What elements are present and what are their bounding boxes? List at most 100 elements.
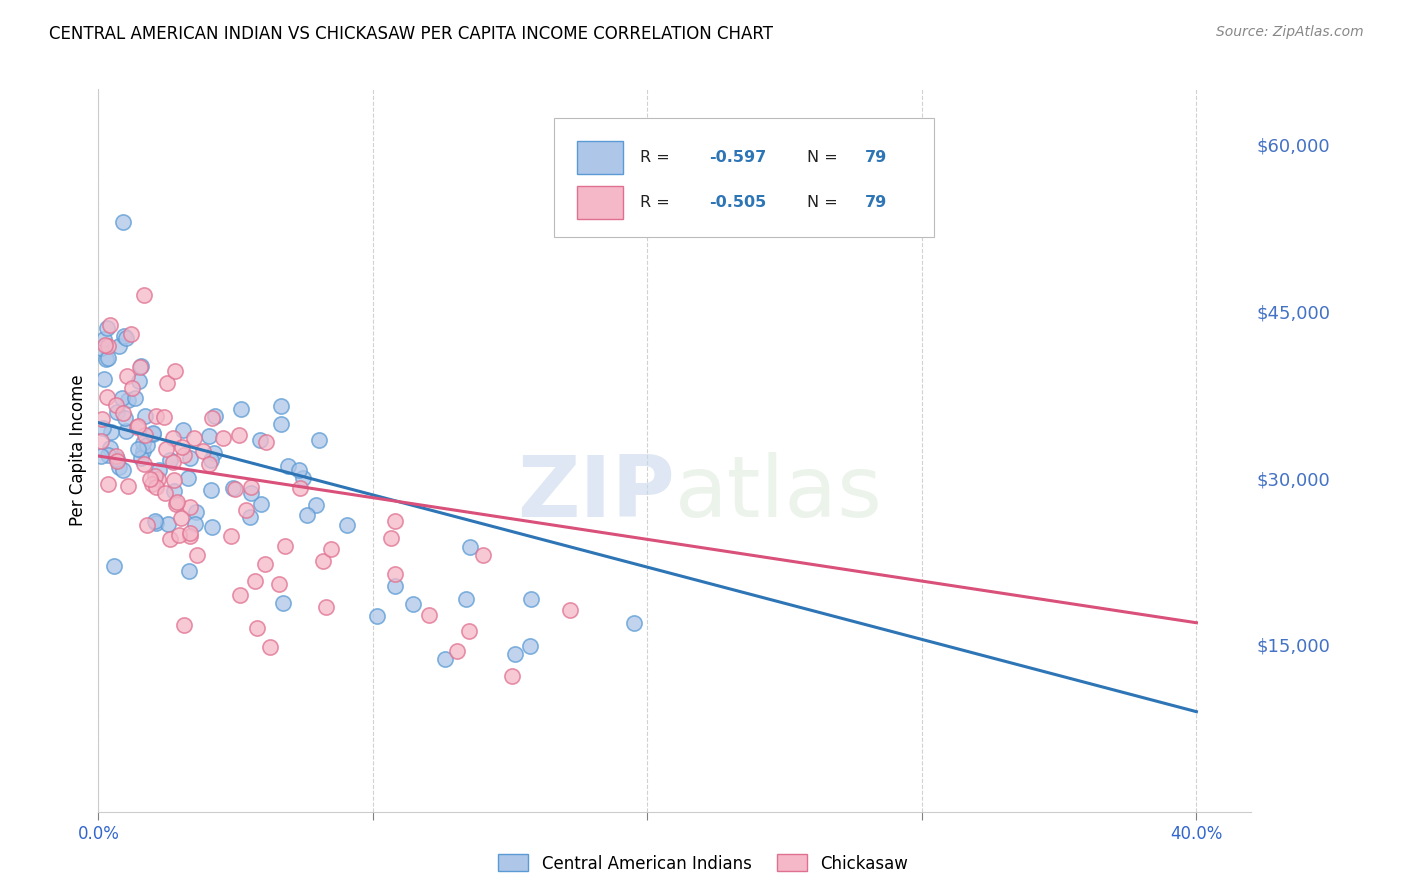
- Point: [162, 455, 184, 469]
- Point: [105, 398, 128, 412]
- Point: [121, 381, 143, 395]
- Point: [162, 431, 184, 445]
- Text: R =: R =: [640, 150, 675, 165]
- Point: [97, 448, 120, 462]
- Text: N =: N =: [807, 194, 844, 210]
- Point: [127, 442, 149, 457]
- Point: [108, 459, 131, 474]
- Point: [132, 444, 155, 458]
- Point: [254, 435, 277, 450]
- Point: [221, 481, 243, 495]
- Point: [163, 473, 186, 487]
- Point: [145, 409, 167, 424]
- Point: [249, 433, 271, 447]
- Point: [186, 548, 208, 562]
- Text: 79: 79: [865, 194, 887, 210]
- Point: [201, 411, 224, 425]
- Point: [402, 598, 425, 612]
- Point: [129, 359, 152, 374]
- Point: [100, 425, 122, 439]
- Point: [153, 409, 176, 424]
- Point: [211, 431, 233, 445]
- Point: [269, 576, 291, 591]
- Text: CENTRAL AMERICAN INDIAN VS CHICKASAW PER CAPITA INCOME CORRELATION CHART: CENTRAL AMERICAN INDIAN VS CHICKASAW PER…: [49, 25, 773, 43]
- Point: [295, 508, 318, 523]
- Point: [235, 503, 257, 517]
- Point: [270, 417, 292, 431]
- Point: [94, 351, 117, 366]
- Point: [183, 431, 205, 445]
- Point: [246, 621, 269, 635]
- Point: [179, 529, 201, 543]
- Point: [224, 483, 246, 497]
- Text: ZIP: ZIP: [517, 452, 675, 535]
- Point: [204, 409, 226, 424]
- Point: [156, 376, 179, 391]
- Point: [127, 419, 149, 434]
- Point: [146, 472, 169, 486]
- Point: [108, 339, 131, 353]
- Point: [114, 331, 136, 345]
- Point: [105, 454, 128, 468]
- Point: [366, 609, 388, 624]
- Text: R =: R =: [640, 194, 675, 210]
- Point: [145, 516, 167, 530]
- Point: [93, 371, 115, 385]
- Point: [117, 479, 139, 493]
- Point: [139, 472, 162, 486]
- Point: [200, 453, 222, 467]
- Point: [384, 567, 406, 582]
- Point: [103, 559, 125, 574]
- Point: [384, 515, 406, 529]
- Point: [129, 450, 152, 465]
- Text: -0.505: -0.505: [710, 194, 766, 210]
- Point: [169, 511, 191, 525]
- Point: [136, 438, 159, 452]
- Point: [193, 443, 215, 458]
- Point: [105, 405, 128, 419]
- Point: [336, 518, 359, 533]
- Point: [308, 433, 330, 447]
- Point: [315, 600, 337, 615]
- Point: [97, 339, 120, 353]
- Text: 79: 79: [865, 150, 887, 165]
- Text: atlas: atlas: [675, 452, 883, 535]
- Point: [184, 516, 207, 531]
- Point: [135, 517, 157, 532]
- Point: [120, 327, 142, 342]
- Point: [112, 329, 135, 343]
- Point: [153, 486, 176, 500]
- Point: [159, 532, 181, 546]
- Point: [96, 321, 118, 335]
- Point: [157, 517, 180, 532]
- FancyBboxPatch shape: [554, 118, 935, 237]
- Point: [115, 424, 138, 438]
- Point: [91, 421, 114, 435]
- Point: [239, 509, 262, 524]
- Text: -0.597: -0.597: [710, 150, 766, 165]
- Point: [179, 500, 201, 515]
- Point: [145, 480, 167, 494]
- Point: [179, 451, 201, 466]
- Point: [271, 596, 294, 610]
- Point: [114, 411, 136, 425]
- Point: [111, 406, 134, 420]
- Point: [94, 337, 117, 351]
- Point: [97, 351, 120, 365]
- Point: [433, 652, 456, 666]
- Point: [90, 434, 112, 449]
- Point: [240, 480, 263, 494]
- Point: [148, 463, 170, 477]
- Point: [110, 391, 132, 405]
- Point: [454, 591, 477, 606]
- Point: [274, 539, 297, 553]
- Point: [202, 446, 225, 460]
- Point: [288, 481, 311, 495]
- Point: [177, 564, 200, 578]
- Point: [132, 287, 155, 301]
- Point: [104, 449, 127, 463]
- Point: [179, 526, 201, 541]
- Point: [558, 603, 581, 617]
- Point: [520, 592, 543, 607]
- Point: [198, 457, 221, 471]
